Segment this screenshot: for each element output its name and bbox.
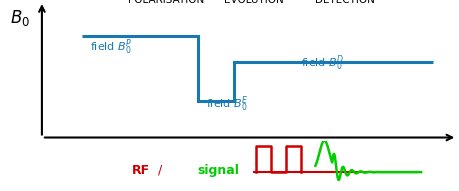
Text: field $B_0^P$: field $B_0^P$	[90, 37, 133, 57]
Text: RF: RF	[132, 164, 150, 177]
Text: field $B_0^E$: field $B_0^E$	[206, 95, 248, 114]
Text: signal: signal	[198, 164, 240, 177]
Text: field $B_0^D$: field $B_0^D$	[302, 53, 345, 73]
Text: $B_0$: $B_0$	[10, 8, 30, 28]
Text: POLARISATION: POLARISATION	[128, 0, 204, 5]
Text: /: /	[157, 164, 162, 177]
Text: DETECTION: DETECTION	[315, 0, 375, 5]
Text: EVOLUTION: EVOLUTION	[224, 0, 283, 5]
